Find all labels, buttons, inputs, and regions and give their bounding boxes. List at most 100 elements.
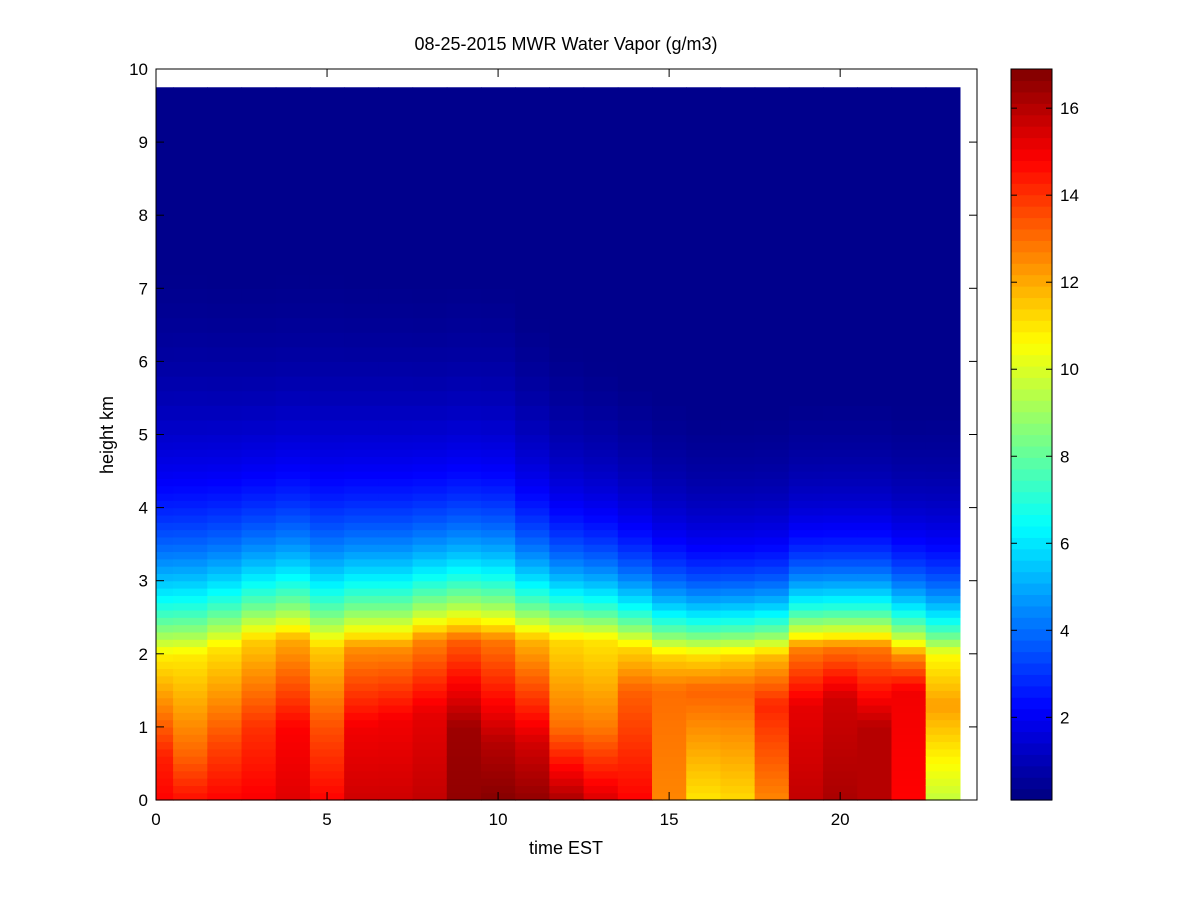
colorbar-segment — [1011, 468, 1052, 481]
heatmap-cell — [788, 463, 824, 472]
heatmap-cell — [549, 185, 585, 202]
heatmap-cell — [241, 434, 277, 443]
heatmap-cell — [275, 485, 311, 494]
heatmap-cell — [617, 785, 653, 794]
heatmap-cell — [788, 617, 824, 626]
heatmap-cell — [378, 456, 414, 465]
heatmap-cell — [173, 332, 208, 348]
heatmap-cell — [857, 675, 893, 684]
heatmap-cell — [241, 551, 277, 560]
heatmap-cell — [788, 726, 824, 735]
heatmap-cell — [925, 675, 961, 684]
heatmap-cell — [156, 609, 174, 618]
heatmap-cell — [754, 507, 790, 516]
heatmap-cell — [788, 273, 824, 289]
heatmap-cell — [378, 317, 414, 333]
heatmap-cell — [412, 522, 448, 531]
heatmap-cell — [823, 704, 858, 713]
heatmap-cell — [857, 792, 893, 801]
heatmap-cell — [446, 785, 482, 794]
heatmap-cell — [173, 792, 208, 801]
heatmap-cell — [754, 631, 790, 640]
heatmap-cell — [378, 156, 414, 172]
heatmap-cell — [549, 653, 585, 662]
heatmap-cell — [891, 748, 927, 757]
heatmap-cell — [583, 142, 619, 158]
heatmap-cell — [857, 646, 893, 655]
heatmap-cell — [446, 185, 482, 202]
heatmap-cell — [446, 405, 482, 421]
heatmap-cell — [788, 566, 824, 574]
heatmap-cell — [583, 653, 619, 662]
heatmap-cell — [857, 302, 893, 319]
heatmap-cell — [241, 690, 277, 699]
heatmap-cell — [446, 376, 482, 392]
heatmap-cell — [925, 778, 961, 786]
heatmap-cell — [515, 171, 550, 187]
heatmap-cell — [275, 390, 311, 406]
heatmap-cell — [480, 617, 516, 626]
heatmap-cell — [378, 726, 414, 735]
heatmap-cell — [275, 441, 311, 450]
heatmap-cell — [480, 98, 516, 114]
heatmap-cell — [925, 98, 961, 114]
heatmap-cell — [156, 536, 174, 545]
heatmap-cell — [652, 631, 687, 640]
heatmap-cell — [754, 485, 790, 494]
heatmap-cell — [378, 346, 414, 362]
heatmap-cell — [378, 544, 414, 553]
heatmap-cell — [549, 726, 585, 735]
colorbar-segment — [1011, 377, 1052, 390]
heatmap-cell — [652, 87, 687, 99]
heatmap-cell — [480, 229, 516, 246]
heatmap-cell — [412, 471, 448, 479]
heatmap-cell — [617, 332, 653, 348]
heatmap-cell — [515, 617, 550, 626]
heatmap-cell — [480, 580, 516, 589]
heatmap-cell — [925, 580, 961, 589]
colorbar-segment — [1011, 697, 1052, 710]
heatmap-cell — [446, 478, 482, 487]
heatmap-cell — [515, 719, 550, 728]
heatmap-cell — [754, 609, 790, 618]
heatmap-cell — [754, 288, 790, 304]
heatmap-cell — [754, 734, 790, 743]
heatmap-cell — [480, 507, 516, 516]
heatmap-cell — [173, 763, 208, 772]
heatmap-cell — [583, 215, 619, 231]
heatmap-cell — [515, 361, 550, 377]
heatmap-cell — [156, 514, 174, 523]
heatmap-cell — [446, 332, 482, 348]
heatmap-cell — [275, 617, 311, 626]
heatmap-cell — [344, 463, 379, 472]
heatmap-cell — [156, 704, 174, 713]
heatmap-cell — [891, 492, 927, 501]
heatmap-cell — [446, 536, 482, 545]
heatmap-cell — [446, 580, 482, 589]
heatmap-cell — [891, 624, 927, 633]
heatmap-cell — [156, 646, 174, 655]
heatmap-cell — [412, 624, 448, 633]
heatmap-cell — [720, 376, 756, 392]
heatmap-cell — [412, 127, 448, 143]
heatmap-cell — [275, 98, 311, 114]
heatmap-cell — [156, 259, 174, 275]
heatmap-cell — [241, 492, 277, 501]
heatmap-cell — [617, 185, 653, 202]
heatmap-cell — [891, 741, 927, 750]
heatmap-cell — [925, 631, 961, 640]
heatmap-cell — [241, 288, 277, 304]
heatmap-cell — [241, 478, 277, 487]
heatmap-cell — [446, 712, 482, 721]
heatmap-cell — [754, 346, 790, 362]
heatmap-cell — [515, 259, 550, 275]
heatmap-cell — [378, 683, 414, 691]
heatmap-cell — [823, 87, 858, 99]
heatmap-cell — [891, 361, 927, 377]
heatmap-cell — [173, 449, 208, 458]
heatmap-cell — [857, 558, 893, 567]
heatmap-cell — [823, 405, 858, 421]
heatmap-cell — [344, 441, 379, 450]
heatmap-cell — [378, 566, 414, 574]
colorbar-segment — [1011, 491, 1052, 504]
